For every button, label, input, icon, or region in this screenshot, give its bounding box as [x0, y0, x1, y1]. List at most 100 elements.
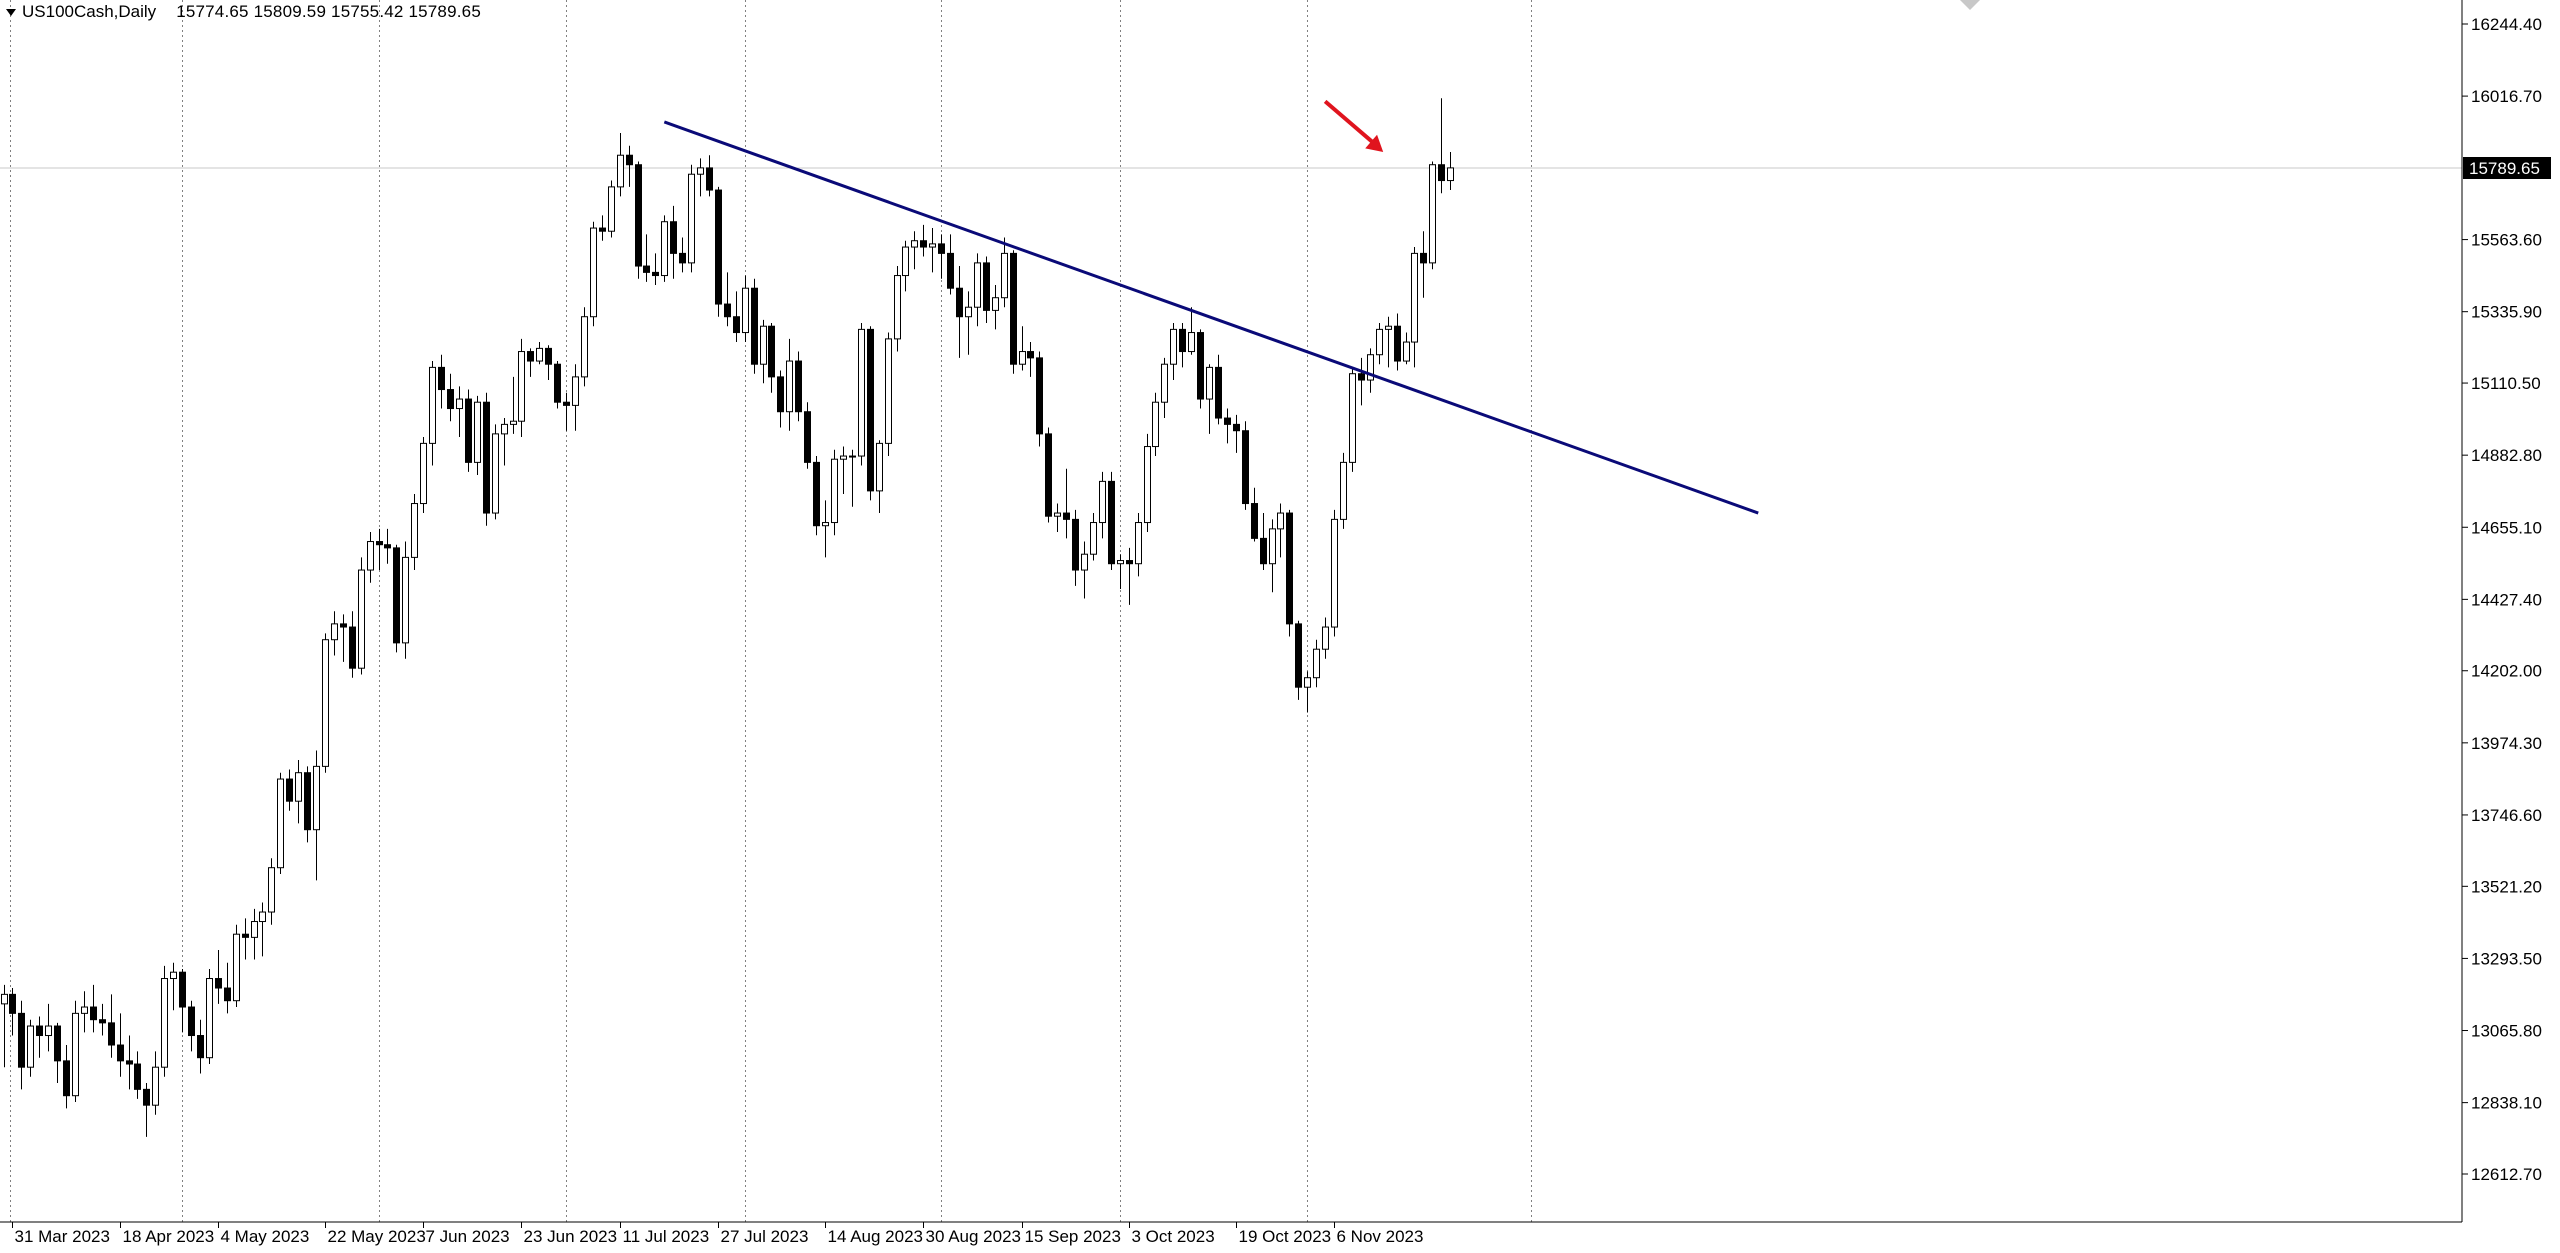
candle-body	[581, 316, 588, 378]
candle-body	[1152, 401, 1159, 448]
candle-body	[331, 623, 338, 641]
candle-body	[1081, 553, 1088, 571]
candle-body	[170, 971, 177, 980]
candle-body	[295, 772, 302, 802]
candle-body	[1358, 373, 1365, 381]
candle-body	[393, 547, 400, 644]
candle-body	[751, 287, 758, 365]
candle-body	[795, 360, 802, 413]
time-tick-label: 3 Oct 2023	[1132, 1227, 1215, 1246]
time-tick-label: 11 Jul 2023	[623, 1227, 710, 1246]
price-tick-label: 13974.30	[2471, 734, 2542, 753]
candle-body	[563, 401, 570, 406]
candle-body	[858, 328, 865, 457]
candle-body	[1438, 164, 1445, 182]
candle-body	[965, 306, 972, 318]
candle-body	[233, 933, 240, 1002]
candle-body	[902, 246, 909, 277]
candle-body	[920, 240, 927, 248]
price-tick-label: 12612.70	[2471, 1165, 2542, 1184]
candle-body	[626, 154, 633, 166]
candle-body	[831, 458, 838, 524]
candle-body	[376, 541, 383, 546]
candle-body	[1144, 446, 1151, 524]
candle-body	[429, 366, 436, 444]
candle-body	[1376, 328, 1383, 356]
price-tick-label: 15335.90	[2471, 303, 2542, 322]
candle-body	[1295, 623, 1302, 688]
candle-body	[27, 1025, 34, 1068]
candle-body	[885, 338, 892, 444]
candle-body	[1126, 560, 1133, 565]
candle-body	[1, 993, 8, 1005]
time-tick-label: 7 Jun 2023	[426, 1227, 510, 1246]
candle-body	[286, 778, 293, 802]
candle-body	[1411, 252, 1418, 343]
candle-body	[867, 328, 874, 492]
candle-body	[1349, 373, 1356, 463]
candle-body	[1197, 332, 1204, 400]
candle-body	[1367, 354, 1374, 381]
dropdown-triangle-icon[interactable]	[6, 8, 16, 16]
candle-body	[1206, 366, 1213, 400]
trendline[interactable]	[663, 120, 1759, 515]
candle-body	[474, 401, 481, 463]
price-tick-label: 14427.40	[2471, 590, 2542, 609]
candle-body	[1277, 512, 1284, 530]
candle-body	[1108, 480, 1115, 565]
candle-body	[724, 303, 731, 318]
scroll-marker-icon[interactable]	[1960, 0, 1980, 10]
candle-body	[1403, 341, 1410, 362]
candle-body	[715, 189, 722, 305]
candle-body	[947, 252, 954, 289]
annotation-arrow[interactable]	[1323, 99, 1384, 153]
candle-body	[938, 243, 945, 254]
candle-body	[661, 221, 668, 277]
time-tick-label: 31 Mar 2023	[15, 1227, 110, 1246]
current-price-label: 15789.65	[2463, 156, 2551, 179]
time-axis: 31 Mar 2023 18 Apr 2023 4 May 2023 22 May 2…	[12, 1222, 1423, 1246]
candle-body	[206, 978, 213, 1059]
candle-body	[849, 455, 856, 458]
arrow-shaft	[1323, 99, 1379, 148]
candle-body	[1260, 537, 1267, 565]
candle-body	[1170, 328, 1177, 365]
candle-body	[1001, 252, 1008, 299]
time-tick-label: 27 Jul 2023	[721, 1227, 809, 1246]
candle-body	[527, 351, 534, 362]
candle-body	[197, 1035, 204, 1059]
candle-body	[161, 978, 168, 1068]
price-tick-label: 13521.20	[2471, 877, 2542, 896]
vertical-grid	[10, 0, 1532, 1222]
candle-body	[1385, 325, 1392, 330]
candle-body	[974, 262, 981, 308]
candle-body	[45, 1025, 52, 1037]
candle-body	[733, 316, 740, 334]
candle-body	[768, 325, 775, 378]
price-label-bg	[2463, 156, 2551, 179]
candle-body	[1027, 351, 1034, 359]
price-tick-label: 14655.10	[2471, 518, 2542, 537]
time-tick-label: 19 Oct 2023	[1239, 1227, 1332, 1246]
candle-body	[956, 287, 963, 318]
candle-body	[483, 401, 490, 514]
candle-body	[402, 556, 409, 644]
candle-body	[9, 993, 16, 1014]
candle-body	[1269, 528, 1276, 565]
candle-body	[54, 1025, 61, 1062]
price-tick-label: 13746.60	[2471, 806, 2542, 825]
price-tick-label: 13293.50	[2471, 949, 2542, 968]
candle-body	[1072, 518, 1079, 571]
candle-body	[1242, 430, 1249, 505]
candle-body	[1019, 351, 1026, 365]
candle-body	[108, 1022, 115, 1046]
candle-body	[251, 921, 258, 938]
candle-body	[1331, 518, 1338, 628]
candle-body	[179, 971, 186, 1008]
candle-body	[1286, 512, 1293, 625]
price-tick-label: 15110.50	[2471, 374, 2541, 393]
candle-body	[134, 1063, 141, 1090]
candle-body	[1215, 366, 1222, 419]
